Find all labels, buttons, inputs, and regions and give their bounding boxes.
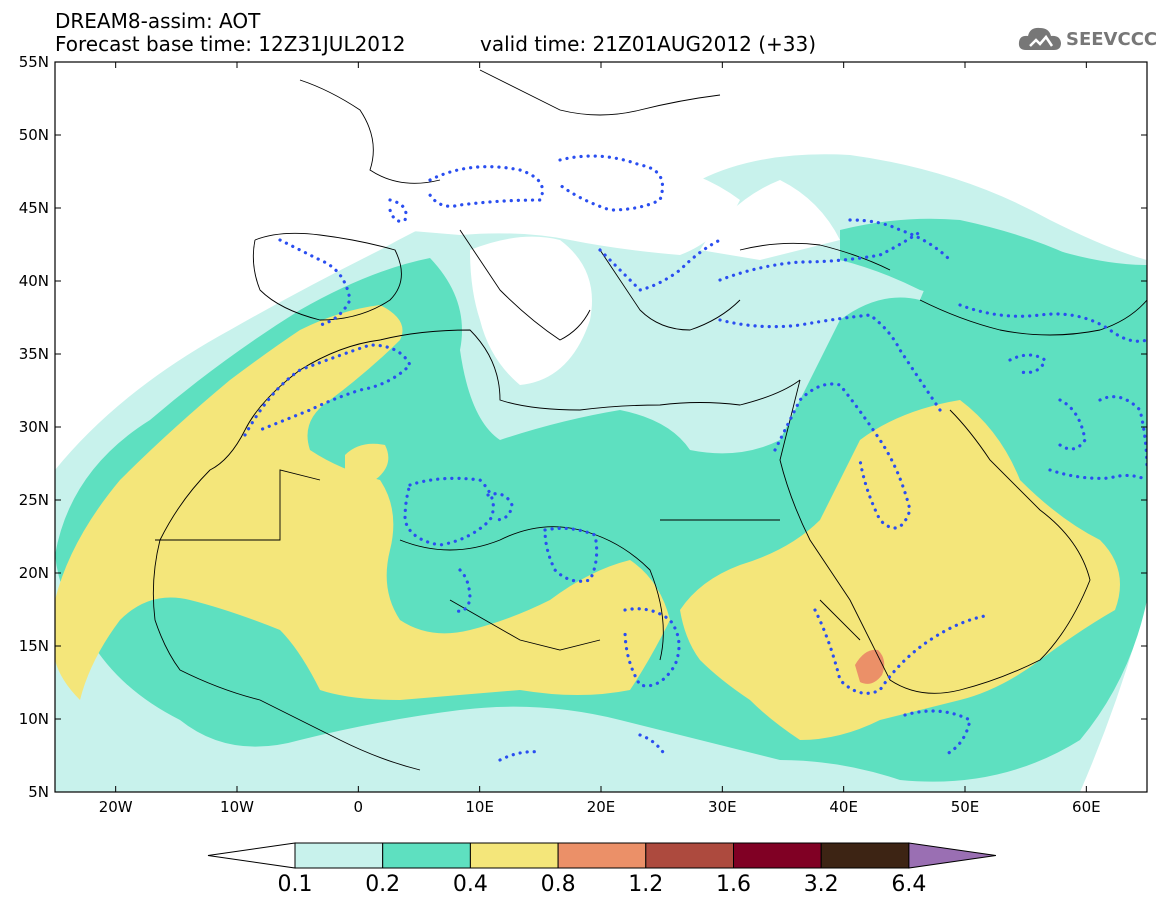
colorbar-segment (733, 842, 822, 869)
colorbar-segment (645, 842, 734, 869)
colorbar-segment (557, 842, 647, 869)
map-title-base-time: Forecast base time: 12Z31JUL2012 (55, 32, 406, 56)
colorbar-label: 1.6 (716, 872, 751, 897)
colorbar-label: 6.4 (891, 872, 926, 897)
lat-tick-label: 10N (19, 710, 49, 728)
colorbar-segment (820, 842, 910, 869)
lat-tick-label: 35N (19, 345, 49, 363)
lat-tick-label: 5N (28, 783, 49, 801)
lon-tick-label: 10E (465, 798, 494, 816)
colorbar-label: 0.2 (365, 872, 400, 897)
lat-tick-label: 30N (19, 418, 49, 436)
colorbar-segment (294, 842, 384, 869)
seevccc-logo: SEEVCCC (1018, 22, 1158, 58)
lon-tick-label: 60E (1072, 798, 1101, 816)
lat-tick-label: 50N (19, 126, 49, 144)
lat-tick-label: 20N (19, 564, 49, 582)
lon-tick-label: 30E (708, 798, 737, 816)
logo-text: SEEVCCC (1066, 29, 1158, 50)
colorbar-segment (382, 842, 471, 869)
aot-shade-0.4-0.8-algeria-blob (345, 443, 389, 482)
map-title-valid-time: valid time: 21Z01AUG2012 (+33) (480, 32, 817, 56)
coastlines (152, 69, 1147, 771)
colorbar-segment (469, 842, 559, 869)
colorbar-under-triangle (207, 842, 296, 869)
lon-tick-label: 40E (829, 798, 858, 816)
aot-clear-italy (470, 236, 592, 385)
aot-clear-caucasus (700, 180, 840, 260)
lat-tick-label: 25N (19, 491, 49, 509)
colorbar-label: 3.2 (804, 872, 839, 897)
lon-tick-label: 20W (99, 798, 133, 816)
colorbar-label: 0.1 (278, 872, 313, 897)
lon-tick-label: 50E (951, 798, 980, 816)
cloud-icon (1018, 27, 1061, 50)
colorbar-label: 0.8 (541, 872, 576, 897)
lat-tick-label: 40N (19, 272, 49, 290)
aot-shade-0.4-0.8-west-africa (55, 305, 670, 700)
lat-tick-label: 55N (19, 53, 49, 71)
lat-tick-label: 15N (19, 637, 49, 655)
lon-tick-label: 0 (354, 798, 364, 816)
aot-shade-0.8-1.2-hotspot (855, 649, 885, 684)
colorbar-label: 1.2 (628, 872, 663, 897)
map-title-model: DREAM8-assim: AOT (55, 9, 261, 33)
dust-contours (243, 154, 1147, 762)
lon-tick-label: 20E (587, 798, 616, 816)
aot-shade-0.2-0.4-caspian (840, 218, 1090, 325)
lat-tick-label: 45N (19, 199, 49, 217)
lon-tick-label: 10W (220, 798, 254, 816)
colorbar-over-triangle (908, 842, 996, 869)
colorbar-label: 0.4 (453, 872, 488, 897)
aot-shade-0.4-0.8-arabia (680, 400, 1120, 740)
aot-clear-north (400, 156, 740, 255)
